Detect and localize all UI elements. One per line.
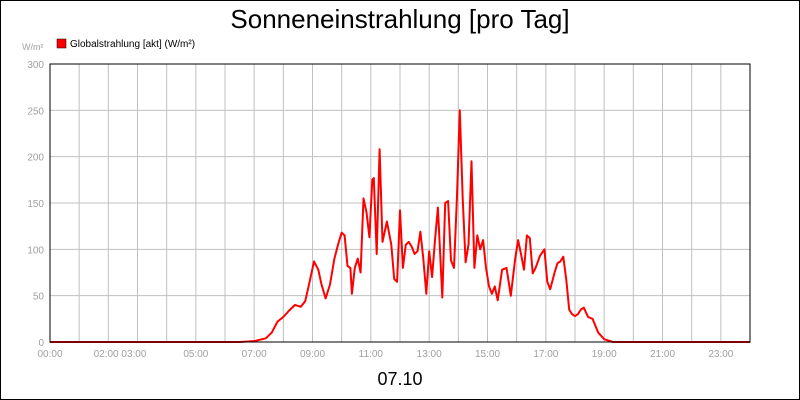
chart-title: Sonneneinstrahlung [pro Tag]: [230, 4, 569, 34]
y-tick-label: 250: [27, 106, 44, 117]
series-line: [50, 109, 750, 343]
y-tick-label: 100: [27, 245, 44, 256]
y-tick-label: 50: [33, 292, 45, 303]
x-tick-label: 17:00: [533, 349, 558, 360]
y-tick-label: 200: [27, 153, 44, 164]
y-tick-label: 300: [27, 60, 44, 71]
x-tick-label: 15:00: [475, 349, 500, 360]
x-tick-labels: 00:00 02:00 03:00 05:00 07:00 09:00 11:00 13:0…: [37, 349, 733, 360]
y-axis-unit: W/m²: [22, 42, 44, 52]
y-tick-label: 0: [38, 338, 44, 349]
x-axis-date-label: 07.10: [377, 369, 422, 389]
series-layer: [50, 109, 750, 343]
legend-swatch: [56, 38, 67, 49]
x-tick-label: 05:00: [183, 349, 208, 360]
y-tick-label: 150: [27, 199, 44, 210]
y-tick-labels: 0 50 100 150 200 250 300: [27, 60, 44, 349]
legend-label: Globalstrahlung [akt] (W/m²): [70, 39, 195, 50]
x-tick-label: 02:00 03:00: [94, 349, 147, 360]
x-tick-label: 21:00: [650, 349, 675, 360]
x-tick-label: 11:00: [359, 349, 384, 360]
x-tick-label: 07:00: [242, 349, 267, 360]
x-tick-label: 13:00: [417, 349, 442, 360]
x-tick-label: 19:00: [592, 349, 617, 360]
x-tick-label: 00:00: [37, 349, 62, 360]
x-tick-label: 23:00: [708, 349, 733, 360]
plot-border: [49, 63, 751, 343]
x-tick-label: 09:00: [300, 349, 325, 360]
